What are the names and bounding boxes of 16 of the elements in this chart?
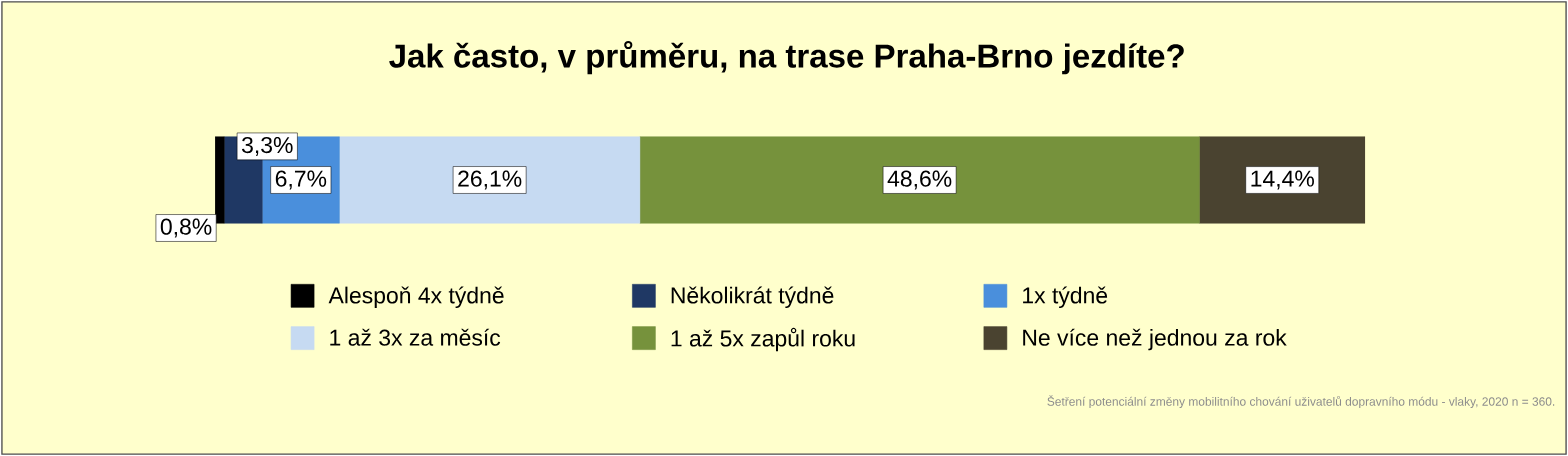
legend-label: Ne více než jednou za rok <box>1023 328 1287 351</box>
data-label: 0,8% <box>160 218 212 238</box>
data-label: 48,6% <box>887 170 952 190</box>
bar <box>339 136 641 224</box>
bar <box>639 136 1200 224</box>
legend-label: Alespoň 4x týdně <box>328 286 504 309</box>
data-label: 26,1% <box>458 170 522 190</box>
data-label: 6,7% <box>275 170 327 190</box>
data-label: 14,4% <box>1251 170 1314 190</box>
text: Šetření potenciální změny mobilitního chování uživatelů dopravního módu - vlaky, 2020 n = 360. <box>1047 395 1555 409</box>
legend-label: Několikrát týdně <box>671 286 834 309</box>
chart-title: Jak často, v průměru, na trase Praha-Brno jezdíte? <box>389 40 1184 75</box>
data-label: 3,3% <box>241 136 293 156</box>
legend-label: 1 až 3x za měsíc <box>330 328 501 346</box>
legend-label: 1x týdně <box>1023 286 1108 309</box>
legend-label: 1 až 5x zapůl roku <box>671 327 855 352</box>
